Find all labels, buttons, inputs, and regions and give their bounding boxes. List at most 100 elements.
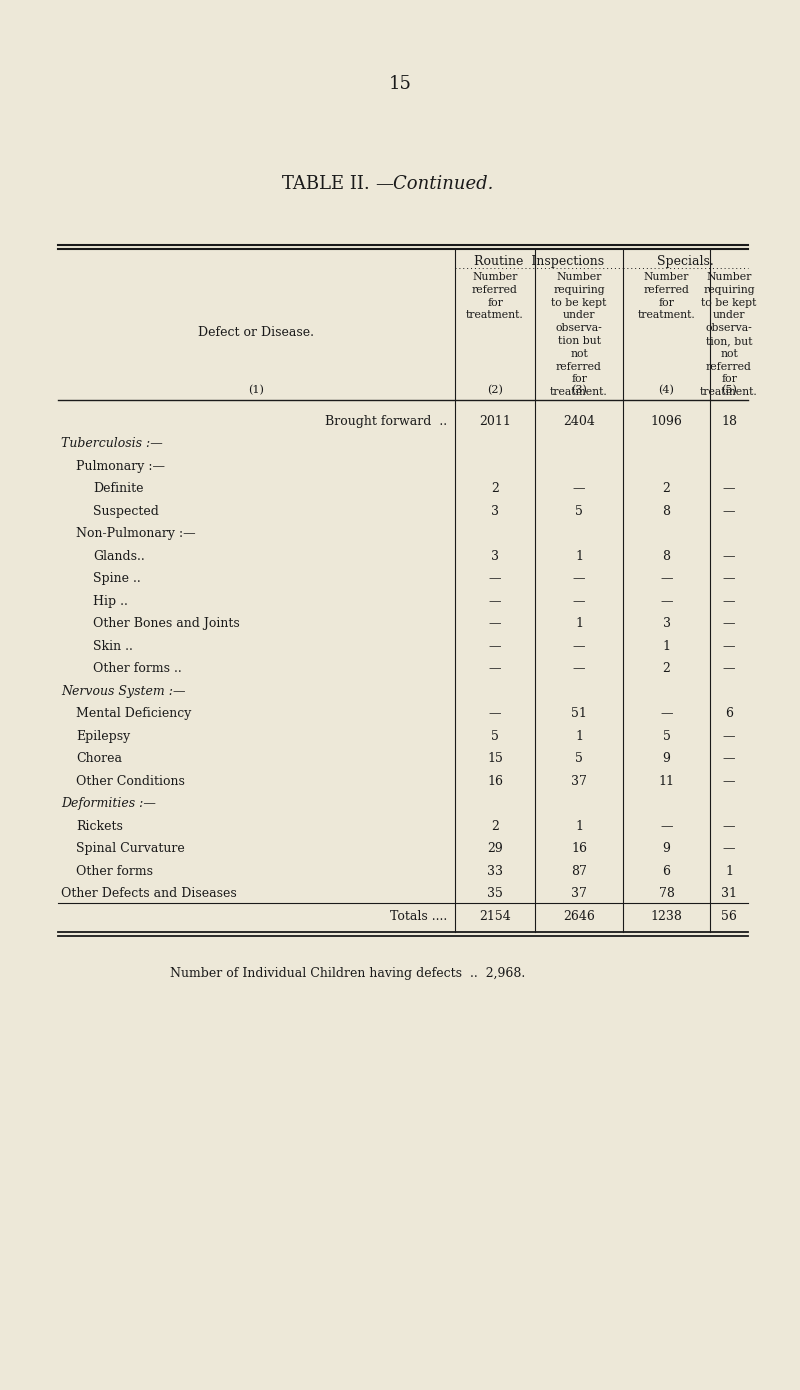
Text: (4): (4)	[658, 385, 674, 395]
Text: Mental Deficiency: Mental Deficiency	[76, 708, 191, 720]
Text: —: —	[573, 482, 586, 495]
Text: Number
referred
for
treatment.: Number referred for treatment.	[466, 272, 524, 321]
Text: —: —	[722, 820, 735, 833]
Text: 2646: 2646	[563, 909, 595, 923]
Text: Suspected: Suspected	[93, 505, 159, 517]
Text: 18: 18	[721, 414, 737, 428]
Text: 3: 3	[491, 550, 499, 563]
Text: 6: 6	[662, 865, 670, 877]
Text: 1: 1	[575, 550, 583, 563]
Text: Other forms ..: Other forms ..	[93, 662, 182, 676]
Text: (1): (1)	[249, 385, 265, 395]
Text: Other Defects and Diseases: Other Defects and Diseases	[61, 887, 237, 901]
Text: 35: 35	[487, 887, 503, 901]
Text: 29: 29	[487, 842, 503, 855]
Text: —: —	[722, 573, 735, 585]
Text: Defect or Disease.: Defect or Disease.	[198, 325, 314, 339]
Text: 87: 87	[571, 865, 587, 877]
Text: 1096: 1096	[650, 414, 682, 428]
Text: Deformities :—: Deformities :—	[61, 798, 156, 810]
Text: —: —	[722, 774, 735, 788]
Text: 8: 8	[662, 550, 670, 563]
Text: Nervous System :—: Nervous System :—	[61, 685, 186, 698]
Text: —: —	[722, 550, 735, 563]
Text: —: —	[573, 662, 586, 676]
Text: —: —	[722, 662, 735, 676]
Text: 9: 9	[662, 842, 670, 855]
Text: 9: 9	[662, 752, 670, 766]
Text: —: —	[573, 573, 586, 585]
Text: 3: 3	[491, 505, 499, 517]
Text: Number of Individual Children having defects  ..  2,968.: Number of Individual Children having def…	[170, 966, 526, 980]
Text: 6: 6	[725, 708, 733, 720]
Text: 31: 31	[721, 887, 737, 901]
Text: Epilepsy: Epilepsy	[76, 730, 130, 742]
Text: —: —	[722, 730, 735, 742]
Text: 5: 5	[491, 730, 499, 742]
Text: Hip ..: Hip ..	[93, 595, 128, 607]
Text: 37: 37	[571, 887, 587, 901]
Text: 33: 33	[487, 865, 503, 877]
Text: 1: 1	[662, 639, 670, 653]
Text: Specials.: Specials.	[657, 254, 714, 268]
Text: Routine  Inspections: Routine Inspections	[474, 254, 604, 268]
Text: —: —	[489, 595, 502, 607]
Text: Chorea: Chorea	[76, 752, 122, 766]
Text: 2: 2	[491, 820, 499, 833]
Text: Spinal Curvature: Spinal Curvature	[76, 842, 185, 855]
Text: —: —	[489, 708, 502, 720]
Text: 2011: 2011	[479, 414, 511, 428]
Text: —: —	[489, 573, 502, 585]
Text: 56: 56	[721, 909, 737, 923]
Text: —: —	[722, 639, 735, 653]
Text: —: —	[722, 752, 735, 766]
Text: Pulmonary :—: Pulmonary :—	[76, 460, 165, 473]
Text: TABLE II.: TABLE II.	[282, 175, 370, 193]
Text: 5: 5	[662, 730, 670, 742]
Text: —: —	[722, 617, 735, 630]
Text: 5: 5	[575, 752, 583, 766]
Text: 1: 1	[575, 617, 583, 630]
Text: Spine ..: Spine ..	[93, 573, 141, 585]
Text: Totals ....: Totals ....	[390, 909, 447, 923]
Text: 51: 51	[571, 708, 587, 720]
Text: 5: 5	[575, 505, 583, 517]
Text: Number
referred
for
treatment.: Number referred for treatment.	[638, 272, 695, 321]
Text: —: —	[573, 639, 586, 653]
Text: 1: 1	[575, 730, 583, 742]
Text: —: —	[489, 662, 502, 676]
Text: Other Bones and Joints: Other Bones and Joints	[93, 617, 240, 630]
Text: Non-Pulmonary :—: Non-Pulmonary :—	[76, 527, 196, 541]
Text: (5): (5)	[721, 385, 737, 395]
Text: —: —	[489, 639, 502, 653]
Text: 16: 16	[571, 842, 587, 855]
Text: 37: 37	[571, 774, 587, 788]
Text: —: —	[660, 595, 673, 607]
Text: 1: 1	[725, 865, 733, 877]
Text: 1238: 1238	[650, 909, 682, 923]
Text: —: —	[660, 708, 673, 720]
Text: Other forms: Other forms	[76, 865, 153, 877]
Text: 2: 2	[491, 482, 499, 495]
Text: —: —	[722, 842, 735, 855]
Text: 2: 2	[662, 662, 670, 676]
Text: —: —	[722, 595, 735, 607]
Text: —: —	[573, 595, 586, 607]
Text: 2404: 2404	[563, 414, 595, 428]
Text: Other Conditions: Other Conditions	[76, 774, 185, 788]
Text: 16: 16	[487, 774, 503, 788]
Text: —: —	[660, 573, 673, 585]
Text: Brought forward  ..: Brought forward ..	[325, 414, 447, 428]
Text: 3: 3	[662, 617, 670, 630]
Text: —: —	[489, 617, 502, 630]
Text: —Continued.: —Continued.	[375, 175, 494, 193]
Text: 11: 11	[658, 774, 674, 788]
Text: (3): (3)	[571, 385, 587, 395]
Text: Glands..: Glands..	[93, 550, 145, 563]
Text: 15: 15	[487, 752, 503, 766]
Text: —: —	[722, 482, 735, 495]
Text: 2154: 2154	[479, 909, 511, 923]
Text: 8: 8	[662, 505, 670, 517]
Text: Skin ..: Skin ..	[93, 639, 133, 653]
Text: 1: 1	[575, 820, 583, 833]
